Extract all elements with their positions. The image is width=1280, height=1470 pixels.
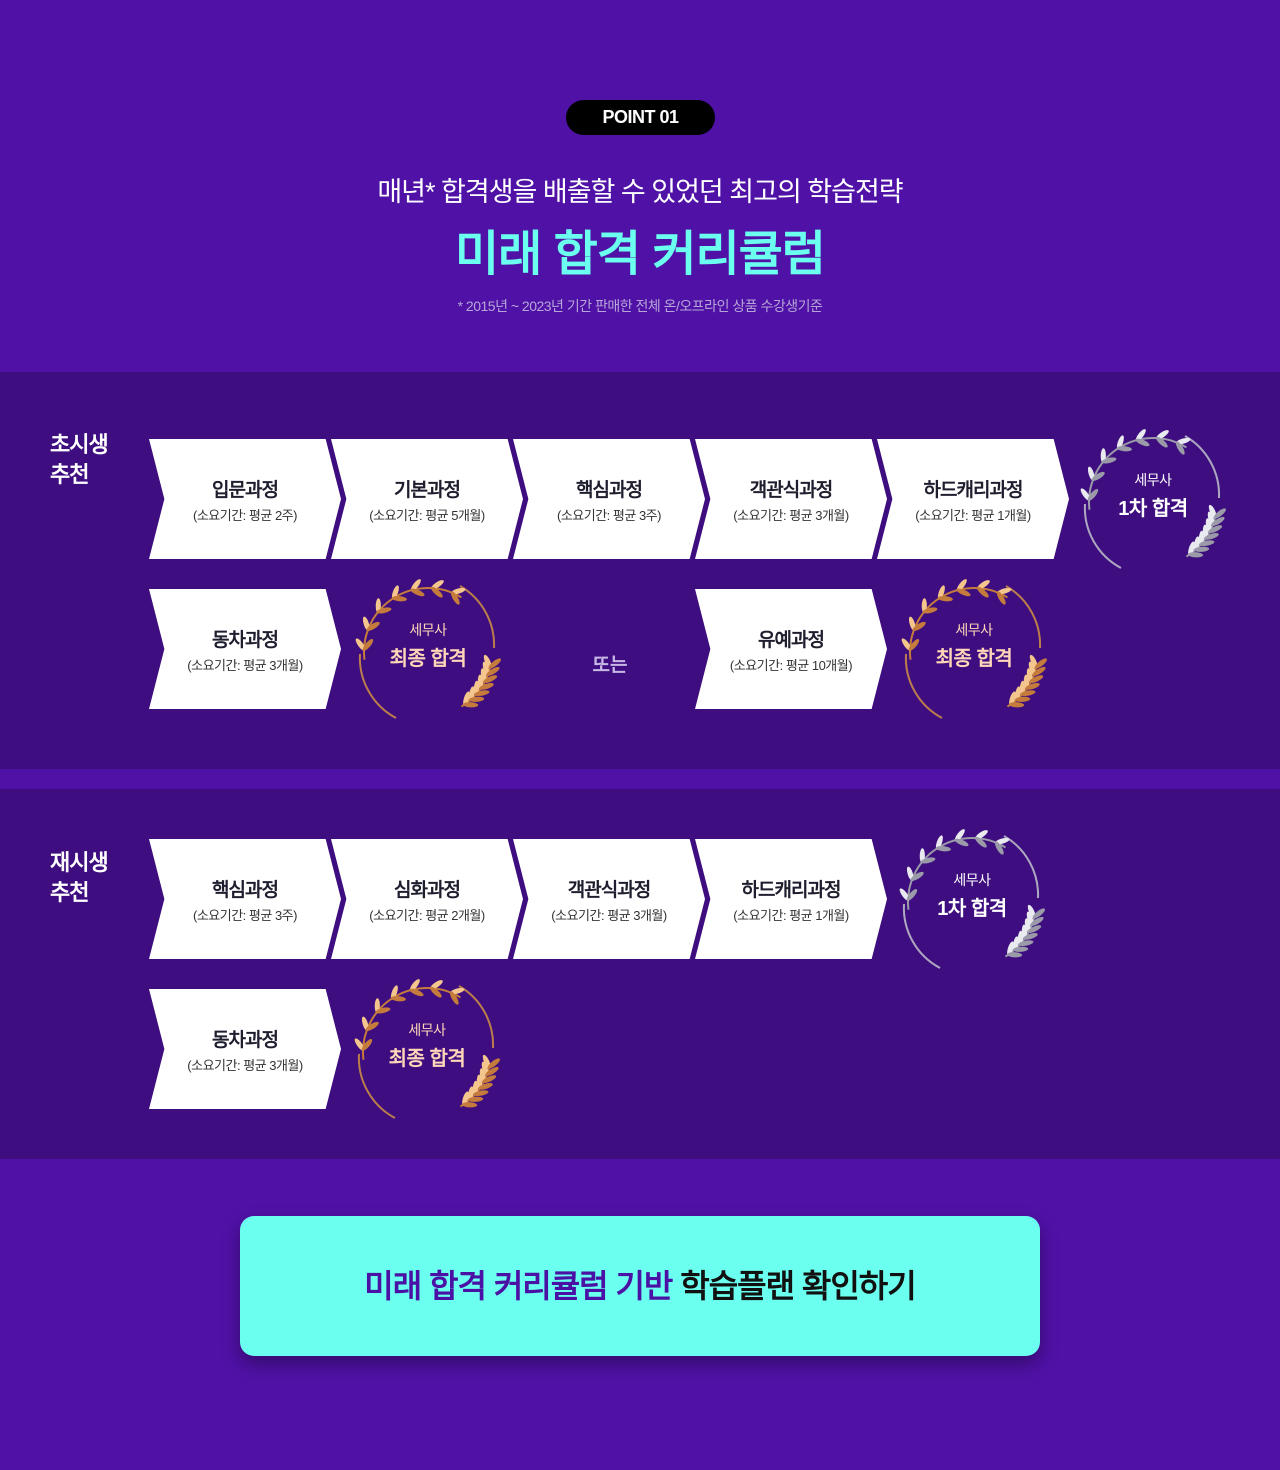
- course-duration: (소요기간: 평균 1개월): [915, 508, 1031, 523]
- course-duration: (소요기간: 평균 3개월): [187, 1058, 303, 1073]
- course-step: 객관식과정 (소요기간: 평균 3개월): [513, 839, 705, 959]
- badge-line2: 최종 합격: [935, 648, 1013, 670]
- course-name: 기본과정: [394, 480, 461, 501]
- track-label-line2: 추천: [50, 462, 89, 487]
- cta-text-part2: 학습플랜 확인하기: [680, 1268, 916, 1304]
- badge-line2: 최종 합격: [388, 1048, 466, 1070]
- course-duration: (소요기간: 평균 10개월): [729, 658, 853, 673]
- first-exam-pass-badge: 세무사 1차 합격: [1073, 422, 1233, 582]
- course-step: 유예과정 (소요기간: 평균 10개월): [695, 589, 887, 709]
- course-name: 하드캐리과정: [923, 480, 1024, 501]
- laurel-wreath-gold-icon: [901, 579, 1047, 719]
- course-name: 객관식과정: [567, 880, 651, 901]
- course-step: 핵심과정 (소요기간: 평균 3주): [513, 439, 705, 559]
- badge-line1: 세무사: [1134, 472, 1172, 488]
- laurel-wreath-gold-icon: [354, 979, 500, 1119]
- course-step: 객관식과정 (소요기간: 평균 3개월): [695, 439, 887, 559]
- course-duration: (소요기간: 평균 3주): [557, 508, 661, 523]
- course-step: 하드캐리과정 (소요기간: 평균 1개월): [695, 839, 887, 959]
- track-label-line2: 추천: [50, 880, 89, 905]
- or-divider-text: 또는: [592, 655, 628, 676]
- badge-line1: 세무사: [408, 1022, 446, 1038]
- cta-text-part1: 미래 합격 커리큘럼 기반: [364, 1268, 681, 1304]
- section-title: 미래 합격 커리큘럼: [455, 228, 826, 281]
- laurel-wreath-silver-icon: [1080, 429, 1226, 569]
- course-name: 동차과정: [212, 630, 279, 651]
- course-name: 하드캐리과정: [741, 880, 842, 901]
- section-subtitle: 매년* 합격생을 배출할 수 있었던 최고의 학습전략: [377, 177, 903, 207]
- course-duration: (소요기간: 평균 1개월): [733, 908, 849, 923]
- course-step: 동차과정 (소요기간: 평균 3개월): [149, 589, 341, 709]
- course-duration: (소요기간: 평균 3개월): [187, 658, 303, 673]
- track-label-line1: 초시생: [50, 432, 109, 457]
- course-name: 유예과정: [758, 630, 825, 651]
- course-step: 동차과정 (소요기간: 평균 3개월): [149, 989, 341, 1109]
- course-step: 하드캐리과정 (소요기간: 평균 1개월): [877, 439, 1069, 559]
- footnote: * 2015년 ~ 2023년 기간 판매한 전체 온/오프라인 상품 수강생기…: [457, 298, 823, 314]
- repeater-label: 재시생 추천: [50, 848, 109, 908]
- course-name: 핵심과정: [212, 880, 279, 901]
- course-step: 입문과정 (소요기간: 평균 2주): [149, 439, 341, 559]
- badge-line2: 1차 합격: [1118, 498, 1188, 520]
- course-duration: (소요기간: 평균 3개월): [551, 908, 667, 923]
- badge-line2: 1차 합격: [937, 898, 1007, 920]
- course-duration: (소요기간: 평균 2개월): [369, 908, 485, 923]
- laurel-wreath-gold-icon: [355, 579, 501, 719]
- first-timer-label: 초시생 추천: [50, 430, 109, 490]
- badge-line1: 세무사: [953, 872, 991, 888]
- track-label-line1: 재시생: [50, 850, 109, 875]
- final-pass-badge: 세무사 최종 합격: [347, 972, 507, 1132]
- course-name: 객관식과정: [749, 480, 833, 501]
- course-duration: (소요기간: 평균 3개월): [733, 508, 849, 523]
- course-name: 입문과정: [212, 480, 279, 501]
- study-plan-cta-button[interactable]: 미래 합격 커리큘럼 기반 학습플랜 확인하기: [240, 1216, 1040, 1356]
- badge-line1: 세무사: [409, 622, 447, 638]
- laurel-wreath-silver-icon: [899, 829, 1045, 969]
- course-name: 심화과정: [394, 880, 461, 901]
- badge-line2: 최종 합격: [389, 648, 467, 670]
- course-duration: (소요기간: 평균 3주): [193, 908, 297, 923]
- first-exam-pass-badge: 세무사 1차 합격: [892, 822, 1052, 982]
- course-step: 핵심과정 (소요기간: 평균 3주): [149, 839, 341, 959]
- course-step: 기본과정 (소요기간: 평균 5개월): [331, 439, 523, 559]
- course-step: 심화과정 (소요기간: 평균 2개월): [331, 839, 523, 959]
- course-duration: (소요기간: 평균 5개월): [369, 508, 485, 523]
- point-badge: POINT 01: [566, 100, 715, 135]
- course-duration: (소요기간: 평균 2주): [193, 508, 297, 523]
- final-pass-badge: 세무사 최종 합격: [348, 572, 508, 732]
- badge-line1: 세무사: [955, 622, 993, 638]
- course-name: 핵심과정: [576, 480, 643, 501]
- final-pass-badge: 세무사 최종 합격: [894, 572, 1054, 732]
- course-name: 동차과정: [212, 1030, 279, 1051]
